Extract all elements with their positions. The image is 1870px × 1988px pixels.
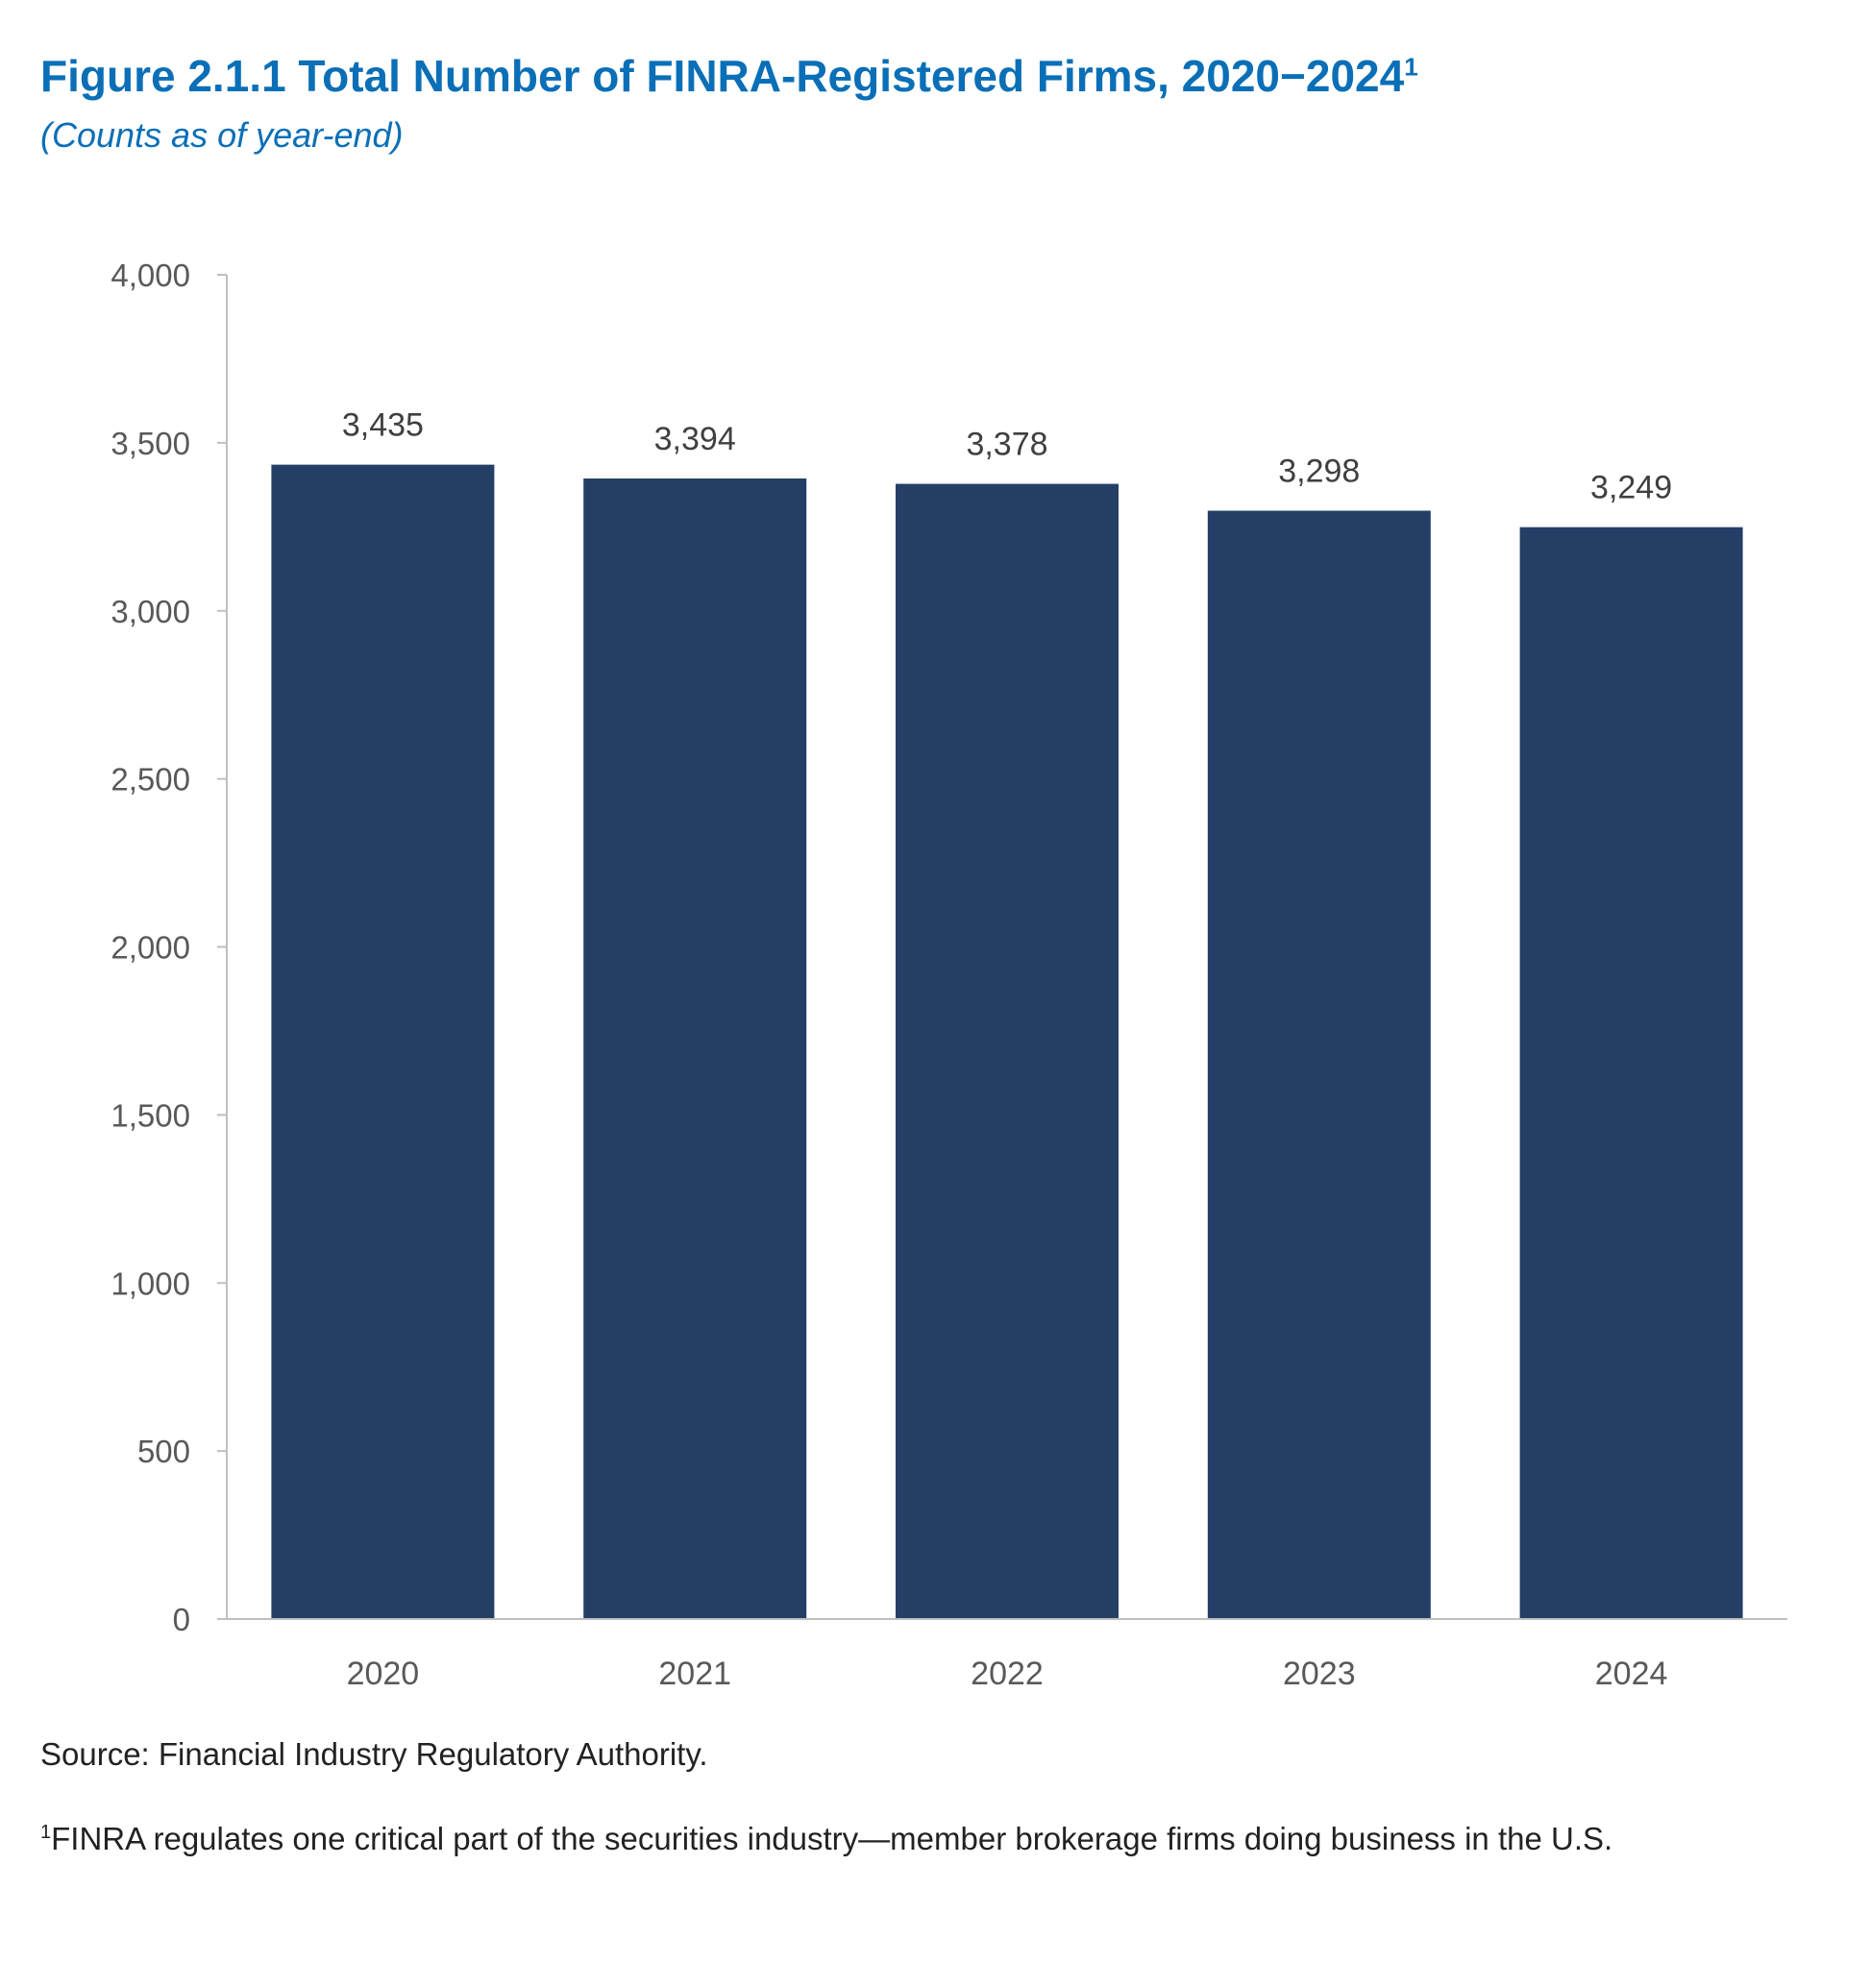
footnote: 1FINRA regulates one critical part of th… — [40, 1821, 1612, 1857]
x-tick-label: 2021 — [658, 1656, 731, 1691]
x-tick-label: 2020 — [347, 1656, 420, 1691]
data-label: 3,249 — [1590, 470, 1672, 506]
y-tick-label: 2,500 — [111, 762, 190, 798]
bars — [271, 464, 1743, 1620]
bar-2020 — [271, 464, 495, 1619]
footnote-text: FINRA regulates one critical part of the… — [51, 1821, 1613, 1856]
bar-2022 — [896, 483, 1119, 1620]
y-tick-label: 2,000 — [111, 930, 190, 966]
y-tick-label: 4,000 — [111, 258, 190, 293]
figure-title-text: Figure 2.1.1 Total Number of FINRA-Regis… — [40, 51, 1405, 101]
x-tick-label: 2022 — [971, 1656, 1044, 1691]
source-note: Source: Financial Industry Regulatory Au… — [40, 1736, 708, 1772]
y-tick-label: 1,000 — [111, 1265, 190, 1301]
data-label: 3,378 — [966, 427, 1047, 463]
bar-chart: 05001,0001,5002,0002,5003,0003,5004,000 … — [111, 258, 1787, 1691]
footnote-marker: 1 — [40, 1822, 52, 1843]
data-label: 3,298 — [1278, 454, 1360, 490]
y-axis-ticks: 0 500 1,000 1,500 2,000 2,500 3,000 3,500 4,000 — [111, 258, 227, 1637]
y-tick-label: 0 — [173, 1602, 190, 1637]
figure-subtitle: (Counts as of year-end) — [40, 115, 404, 155]
data-labels: 3,435 3,394 3,378 3,298 3,249 — [342, 407, 1672, 506]
data-label: 3,435 — [342, 407, 424, 444]
x-tick-label: 2023 — [1283, 1656, 1356, 1691]
bar-2021 — [583, 478, 807, 1619]
y-tick-label: 3,000 — [111, 594, 190, 629]
x-tick-label: 2024 — [1595, 1656, 1668, 1691]
y-tick-label: 500 — [137, 1434, 190, 1469]
figure-title: Figure 2.1.1 Total Number of FINRA-Regis… — [40, 50, 1418, 102]
x-axis-labels: 2020 2021 2022 2023 2024 — [347, 1656, 1668, 1691]
y-tick-label: 3,500 — [111, 426, 190, 461]
title-footnote-marker: 1 — [1404, 52, 1418, 82]
y-tick-label: 1,500 — [111, 1097, 190, 1133]
data-label: 3,394 — [654, 421, 736, 457]
bar-2023 — [1207, 510, 1431, 1620]
bar-2024 — [1519, 527, 1743, 1619]
